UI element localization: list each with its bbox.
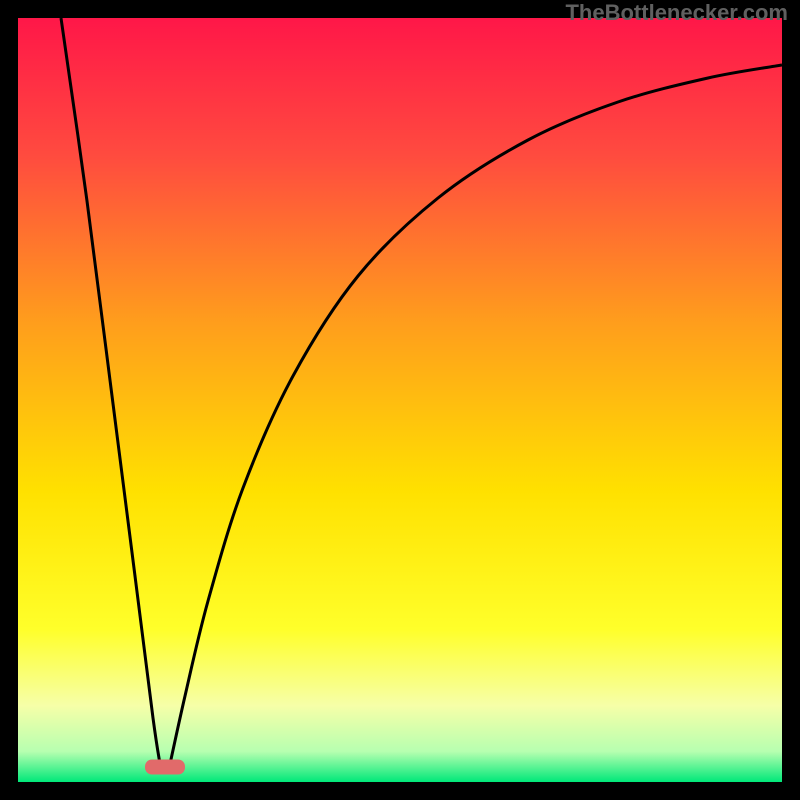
chart-frame: TheBottlenecker.com [0, 0, 800, 800]
bottleneck-marker [145, 760, 185, 775]
plot-area [18, 18, 782, 782]
curve-left-descent [61, 18, 160, 764]
curve-layer [18, 18, 782, 782]
curve-right-ascent [170, 65, 782, 764]
watermark-text: TheBottlenecker.com [565, 0, 788, 26]
